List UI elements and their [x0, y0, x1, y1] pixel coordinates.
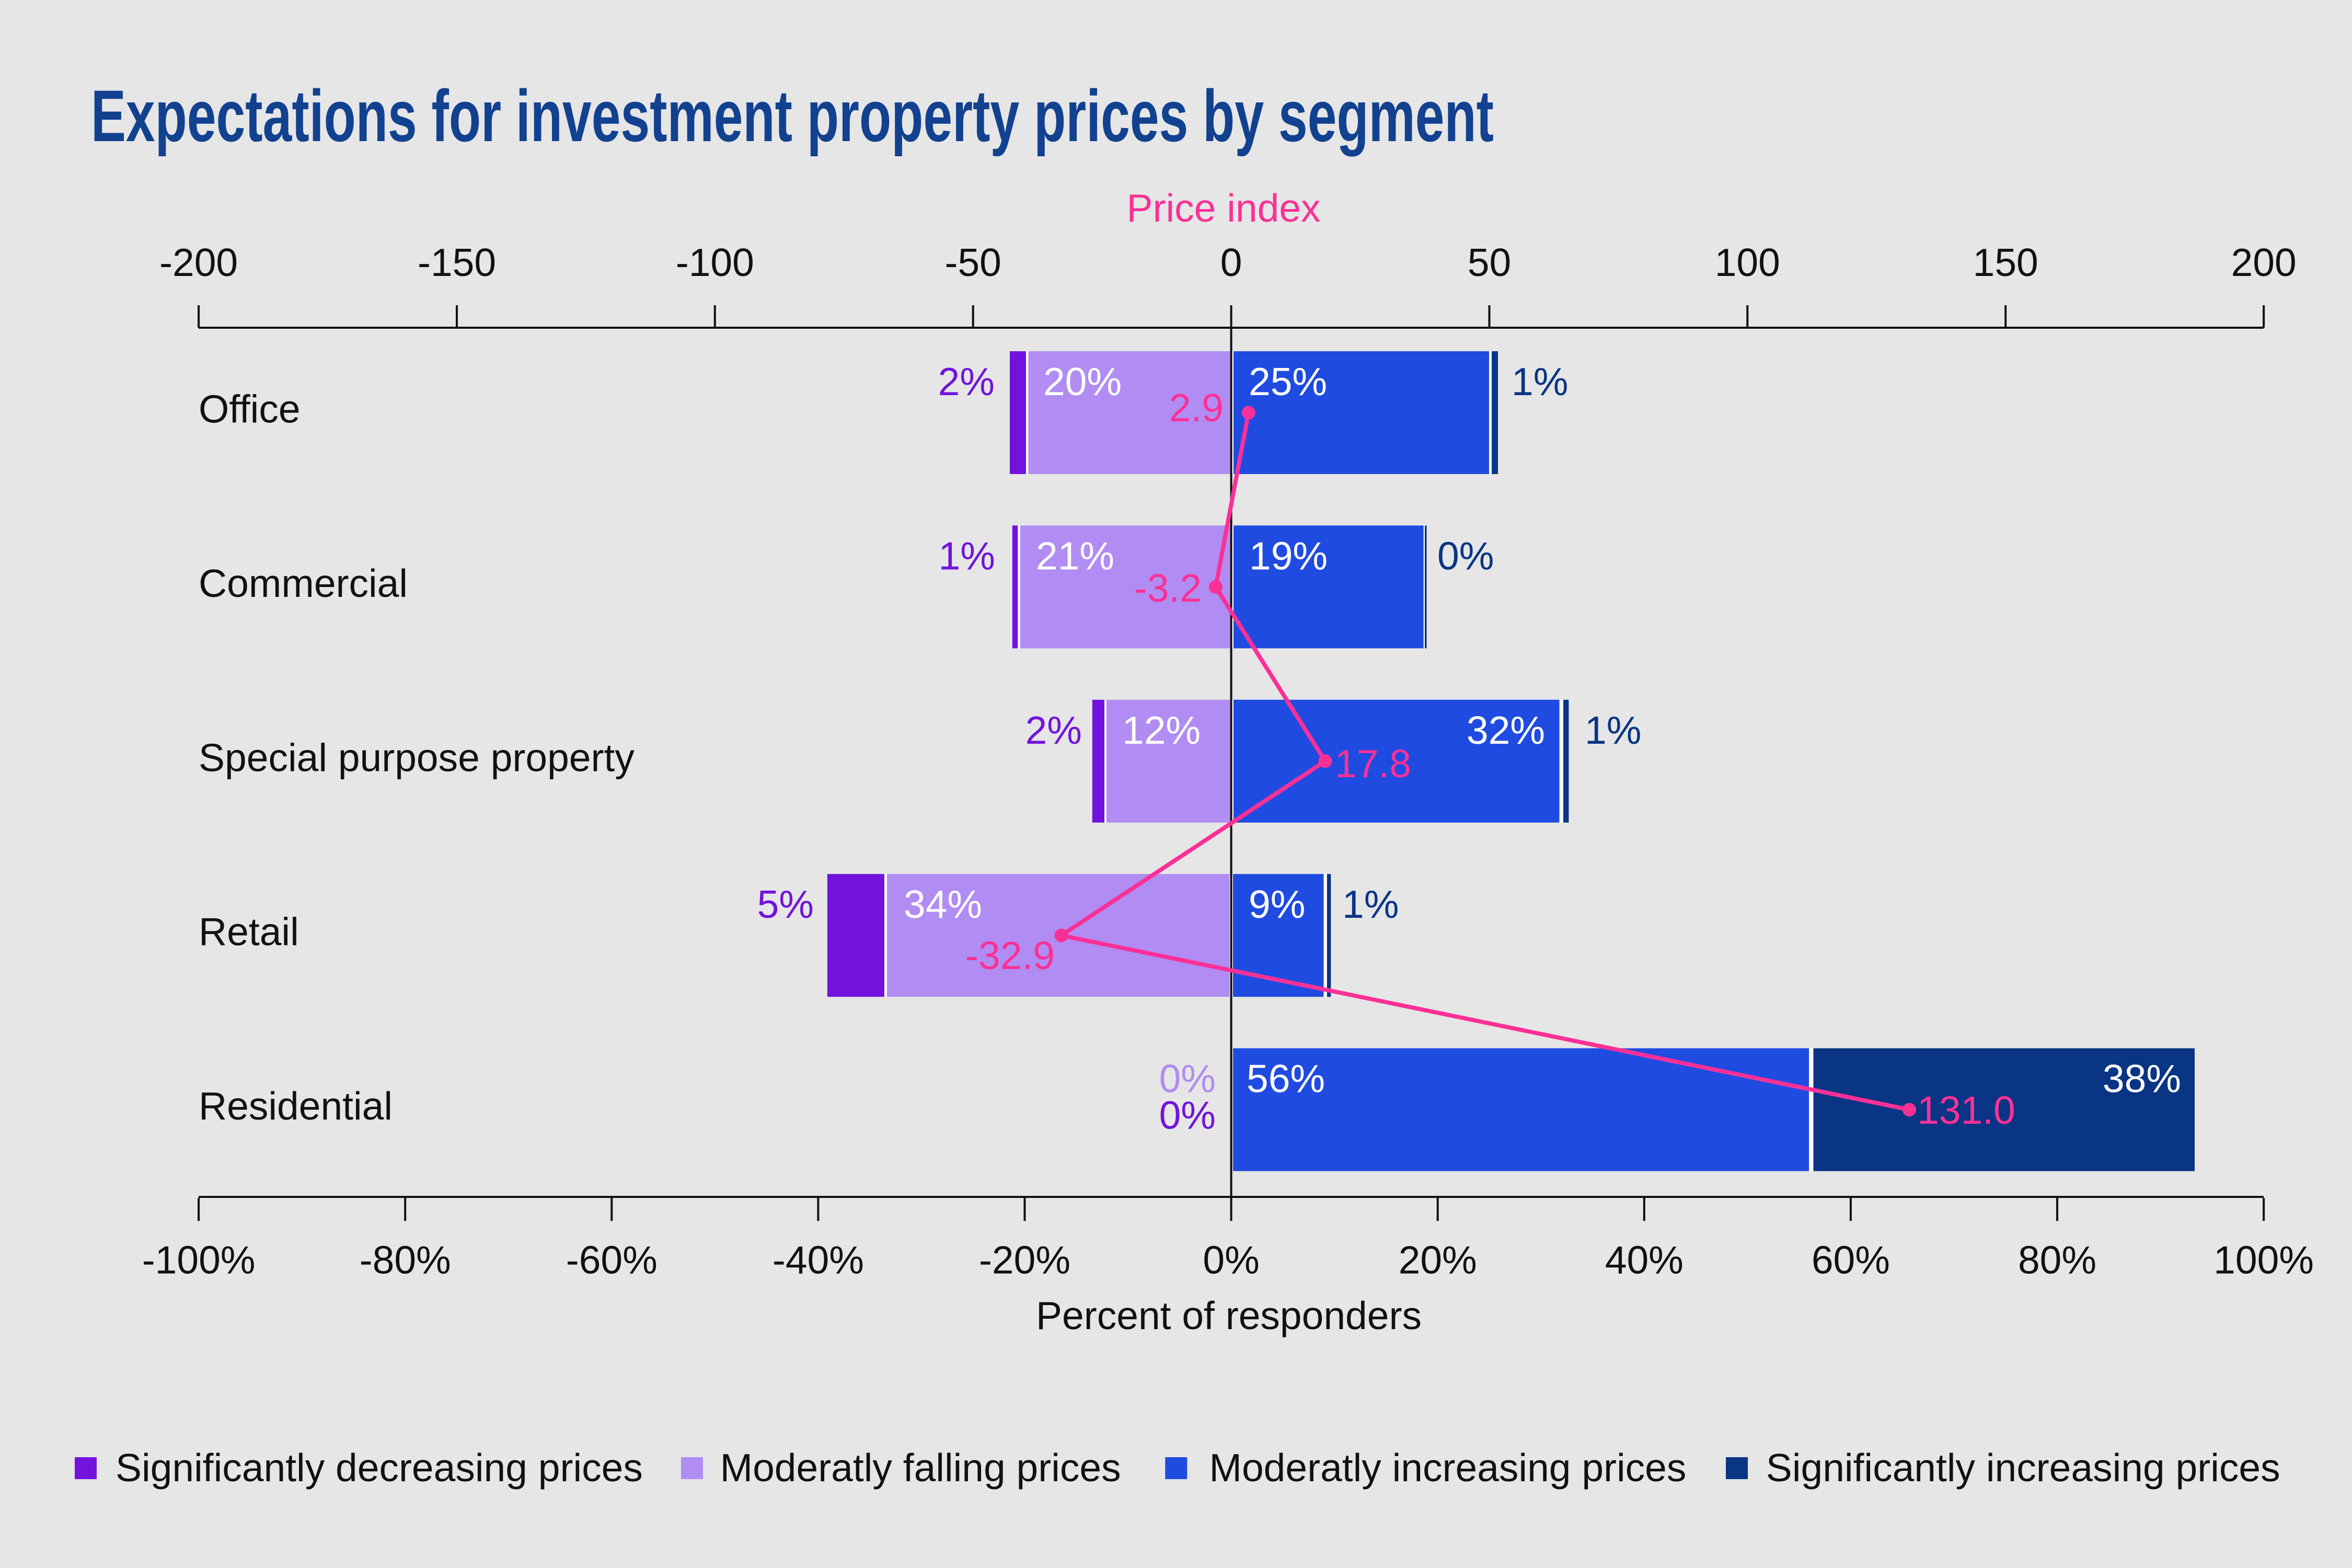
svg-text:150: 150 — [1973, 240, 2038, 284]
svg-text:56%: 56% — [1247, 1057, 1325, 1101]
svg-text:Price index: Price index — [1126, 186, 1320, 230]
svg-text:32%: 32% — [1467, 708, 1545, 752]
svg-text:2.9: 2.9 — [1169, 386, 1224, 430]
svg-text:-3.2: -3.2 — [1134, 566, 1202, 610]
svg-text:0: 0 — [1220, 240, 1242, 284]
svg-text:0%: 0% — [1159, 1093, 1216, 1137]
svg-text:-40%: -40% — [773, 1238, 864, 1282]
svg-text:100: 100 — [1715, 240, 1780, 284]
svg-text:Expectations for investment pr: Expectations for investment property pri… — [91, 75, 1494, 157]
svg-text:-80%: -80% — [360, 1238, 451, 1282]
svg-text:200: 200 — [2231, 240, 2297, 284]
svg-text:1%: 1% — [1585, 708, 1641, 752]
svg-text:131.0: 131.0 — [1917, 1088, 2015, 1132]
svg-text:Special purpose property: Special purpose property — [199, 735, 635, 779]
svg-text:Retail: Retail — [199, 910, 299, 954]
svg-text:2%: 2% — [938, 360, 995, 403]
svg-text:12%: 12% — [1122, 708, 1201, 752]
svg-text:-200: -200 — [159, 240, 238, 284]
svg-text:Commercial: Commercial — [199, 561, 408, 605]
svg-text:1%: 1% — [1342, 882, 1399, 926]
svg-text:-150: -150 — [418, 240, 496, 284]
svg-text:Significantly decreasing price: Significantly decreasing prices — [116, 1446, 643, 1490]
svg-text:1%: 1% — [1512, 360, 1568, 403]
svg-text:17.8: 17.8 — [1335, 742, 1411, 786]
svg-text:20%: 20% — [1043, 360, 1122, 403]
svg-text:25%: 25% — [1249, 360, 1327, 403]
svg-text:-60%: -60% — [566, 1238, 658, 1282]
svg-text:Percent of responders: Percent of responders — [1036, 1294, 1422, 1338]
svg-text:38%: 38% — [2103, 1057, 2181, 1101]
svg-text:0%: 0% — [1159, 1057, 1216, 1101]
svg-text:Moderatly falling prices: Moderatly falling prices — [720, 1446, 1121, 1490]
svg-text:60%: 60% — [1812, 1238, 1890, 1282]
svg-text:-100: -100 — [676, 240, 754, 284]
svg-text:5%: 5% — [757, 882, 814, 926]
svg-text:-32.9: -32.9 — [965, 933, 1055, 977]
svg-text:21%: 21% — [1036, 534, 1114, 578]
svg-text:40%: 40% — [1605, 1238, 1684, 1282]
svg-text:Residential: Residential — [199, 1084, 393, 1128]
svg-text:Significantly increasing price: Significantly increasing prices — [1766, 1446, 2280, 1490]
svg-text:-100%: -100% — [142, 1238, 256, 1282]
svg-text:Office: Office — [199, 387, 301, 431]
svg-text:19%: 19% — [1249, 534, 1328, 578]
svg-text:Moderatly increasing prices: Moderatly increasing prices — [1209, 1446, 1687, 1490]
svg-text:50: 50 — [1468, 240, 1511, 284]
svg-text:0%: 0% — [1203, 1238, 1259, 1282]
svg-text:34%: 34% — [904, 882, 982, 926]
svg-text:100%: 100% — [2213, 1238, 2314, 1282]
svg-text:-50: -50 — [944, 240, 1001, 284]
svg-text:80%: 80% — [2018, 1238, 2096, 1282]
svg-text:-20%: -20% — [979, 1238, 1070, 1282]
svg-text:9%: 9% — [1249, 882, 1305, 926]
svg-text:2%: 2% — [1025, 708, 1082, 752]
svg-text:20%: 20% — [1399, 1238, 1477, 1282]
svg-text:0%: 0% — [1437, 534, 1494, 578]
svg-text:1%: 1% — [939, 534, 995, 578]
